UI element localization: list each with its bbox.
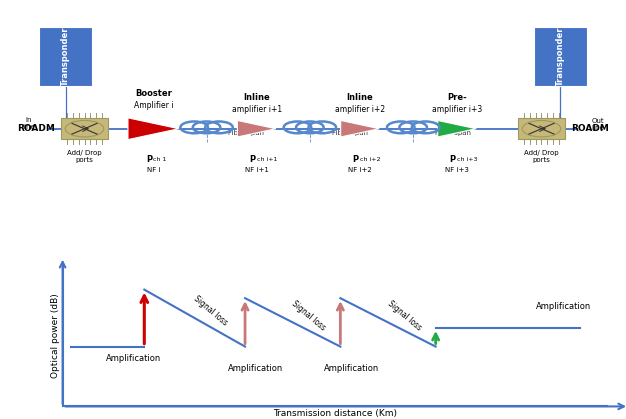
Text: P: P [249,155,255,164]
Text: ch i+1: ch i+1 [257,157,277,162]
Text: Fiber span: Fiber span [332,130,368,136]
Text: In
line: In line [22,117,35,130]
Polygon shape [128,118,179,140]
Text: NF i: NF i [146,166,160,173]
Text: amplifier i+2: amplifier i+2 [335,105,385,114]
Text: NF i+3: NF i+3 [445,166,469,173]
Text: ROADM: ROADM [571,124,609,133]
Text: Amplifier i: Amplifier i [133,101,173,110]
Text: Signal loss: Signal loss [290,299,327,332]
Polygon shape [341,120,379,137]
Text: amplifier i+1: amplifier i+1 [232,105,282,114]
FancyBboxPatch shape [61,118,108,139]
FancyBboxPatch shape [39,27,93,86]
Text: Add/ Drop
ports: Add/ Drop ports [524,150,559,163]
Text: ch i+2: ch i+2 [360,157,381,162]
FancyBboxPatch shape [518,118,565,139]
Text: Fiber span: Fiber span [228,130,265,136]
Text: Transponder: Transponder [61,26,70,86]
X-axis label: Transmission distance (Km): Transmission distance (Km) [273,409,397,418]
Text: Amplification: Amplification [106,354,161,363]
Text: Fiber span: Fiber span [435,130,471,136]
Text: Inline: Inline [244,93,270,102]
Text: Amplification: Amplification [228,364,284,372]
Text: Pre-: Pre- [447,93,467,102]
Text: ch i+3: ch i+3 [457,157,478,162]
Text: P: P [352,155,359,164]
Text: Add/ Drop
ports: Add/ Drop ports [67,150,102,163]
FancyBboxPatch shape [533,27,587,86]
Text: Out
line: Out line [591,118,604,131]
Text: NF i+1: NF i+1 [245,166,269,173]
Y-axis label: Optical power (dB): Optical power (dB) [51,293,60,378]
Polygon shape [438,120,476,137]
Text: Inline: Inline [347,93,373,102]
Text: Transponder: Transponder [556,26,565,86]
Text: NF i+2: NF i+2 [348,166,372,173]
Text: Signal loss: Signal loss [192,295,230,328]
Text: ROADM: ROADM [17,124,55,133]
Text: ch 1: ch 1 [153,157,167,162]
Text: Signal loss: Signal loss [386,299,423,332]
Text: Amplification: Amplification [324,364,379,372]
Text: Booster: Booster [135,89,172,98]
Text: P: P [146,155,152,164]
Polygon shape [237,120,276,137]
Text: Amplification: Amplification [536,303,592,311]
Text: amplifier i+3: amplifier i+3 [432,105,482,114]
Text: P: P [449,155,456,164]
